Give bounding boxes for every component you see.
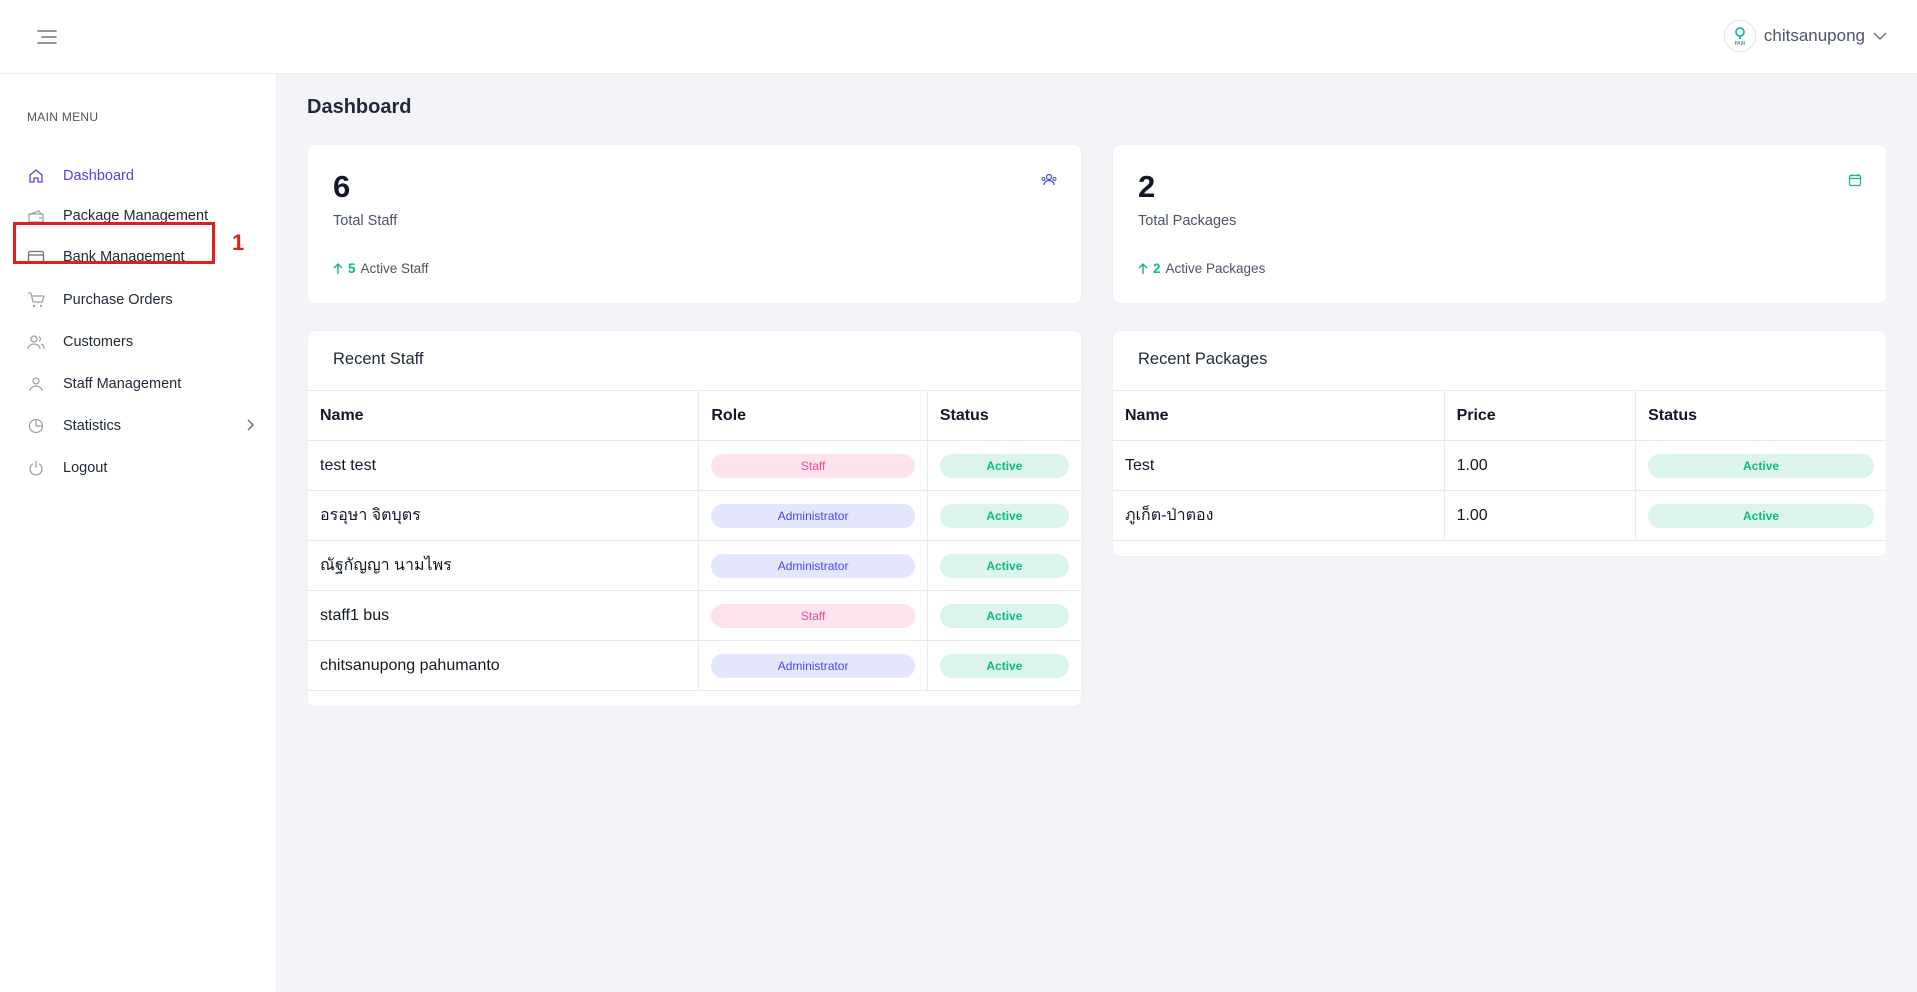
sidebar-item-label: Package Management	[63, 208, 209, 224]
recent-staff-table: Name Role Status test test Staff Active …	[308, 390, 1081, 691]
pie-chart-icon	[28, 418, 44, 434]
status-badge: Active	[939, 553, 1069, 578]
wallet-icon	[28, 210, 44, 223]
staff-name: staff1 bus	[308, 590, 699, 641]
column-header: Name	[308, 390, 699, 441]
chevron-down-icon[interactable]	[1873, 31, 1887, 41]
stat-active-label: Active Packages	[1165, 261, 1266, 276]
stat-value: 2	[1138, 169, 1156, 204]
recent-packages-table: Name Price Status Test 1.00 Active ภูเก็…	[1113, 390, 1886, 541]
stat-label: Total Packages	[1138, 213, 1237, 229]
column-header: Status	[1635, 390, 1886, 441]
column-header: Name	[1113, 390, 1445, 441]
home-icon	[29, 169, 43, 183]
status-badge: Active	[939, 603, 1069, 628]
menu-toggle-button[interactable]	[34, 24, 60, 50]
package-icon	[1848, 174, 1862, 187]
user-menu[interactable]: PAIR chitsanupong	[1723, 20, 1887, 52]
logo-text: PAIR	[1734, 41, 1746, 47]
sidebar-item-label: Customers	[63, 334, 134, 350]
cart-icon	[28, 292, 45, 308]
status-badge: Active	[939, 453, 1069, 478]
stat-footer: 5 Active Staff	[333, 261, 429, 276]
status-badge: Active	[939, 503, 1069, 528]
sidebar-item-staff-management[interactable]: Staff Management	[12, 366, 265, 402]
package-name: Test	[1113, 440, 1445, 491]
stat-card-packages: 2 Total Packages 2 Active Packages	[1112, 144, 1887, 304]
table-row: chitsanupong pahumanto Administrator Act…	[308, 640, 1081, 691]
package-name: ภูเก็ต-ป่าตอง	[1113, 490, 1445, 541]
user-icon	[29, 377, 43, 392]
column-header: Price	[1443, 390, 1636, 441]
card-title: Recent Packages	[1138, 350, 1268, 368]
column-header: Role	[698, 390, 928, 441]
stat-footer: 2 Active Packages	[1138, 261, 1265, 276]
users-icon	[27, 335, 45, 350]
username[interactable]: chitsanupong	[1763, 26, 1865, 45]
sidebar-item-label: Logout	[63, 460, 108, 476]
staff-name: ณัฐกัญญา นามไพร	[308, 540, 699, 591]
avatar[interactable]: PAIR	[1723, 20, 1756, 52]
arrow-up-icon	[333, 262, 343, 274]
table-header-row: Name Role Status	[308, 390, 1081, 441]
table-row: Test 1.00 Active	[1113, 440, 1886, 491]
column-header: Status	[926, 390, 1081, 441]
table-header-row: Name Price Status	[1113, 390, 1886, 441]
recent-packages-card: Recent Packages Name Price Status Test 1…	[1112, 330, 1887, 557]
table-row: test test Staff Active	[308, 440, 1081, 491]
stat-active-label: Active Staff	[360, 261, 429, 276]
table-row: ณัฐกัญญา นามไพร Administrator Active	[308, 540, 1081, 591]
sidebar-item-label: Statistics	[63, 418, 122, 434]
menu-heading: MAIN MENU	[27, 110, 99, 124]
chevron-right-icon[interactable]	[245, 418, 255, 432]
role-badge: Staff	[711, 453, 915, 478]
sidebar-item-statistics[interactable]: Statistics	[12, 408, 265, 444]
hamburger-icon	[37, 30, 57, 44]
status-badge: Active	[939, 653, 1069, 678]
package-price: 1.00	[1443, 440, 1636, 491]
staff-name: test test	[308, 440, 699, 491]
recent-staff-card: Recent Staff Name Role Status test test …	[307, 330, 1082, 707]
role-badge: Administrator	[711, 553, 915, 578]
annotation-label: 1	[232, 230, 245, 255]
stat-active-count: 5	[348, 261, 356, 276]
sidebar: MAIN MENU Dashboard Package Management B…	[0, 74, 277, 992]
role-badge: Administrator	[711, 653, 915, 678]
credit-card-icon	[27, 250, 45, 264]
logo-icon: PAIR	[1734, 27, 1746, 47]
status-badge: Active	[1648, 453, 1874, 478]
sidebar-item-label: Dashboard	[63, 168, 134, 184]
arrow-up-icon	[1138, 262, 1148, 274]
package-price: 1.00	[1443, 490, 1636, 541]
sidebar-item-logout[interactable]: Logout	[12, 450, 265, 486]
sidebar-item-dashboard[interactable]: Dashboard	[12, 158, 265, 194]
sidebar-item-purchase-orders[interactable]: Purchase Orders	[12, 282, 265, 318]
staff-name: อรอุษา จิตบุตร	[308, 490, 699, 541]
top-header: PAIR chitsanupong	[0, 0, 1917, 74]
sidebar-item-bank-management[interactable]: Bank Management	[12, 239, 265, 275]
power-icon	[29, 460, 43, 476]
role-badge: Administrator	[711, 503, 915, 528]
page-title: Dashboard	[307, 96, 412, 118]
table-row: อรอุษา จิตบุตร Administrator Active	[308, 490, 1081, 541]
table-row: ภูเก็ต-ป่าตอง 1.00 Active	[1113, 490, 1886, 541]
stat-value: 6	[333, 169, 351, 204]
sidebar-item-customers[interactable]: Customers	[12, 324, 265, 360]
sidebar-item-label: Purchase Orders	[63, 292, 173, 308]
card-title: Recent Staff	[333, 350, 424, 368]
stat-card-staff: 6 Total Staff 5 Active Staff	[307, 144, 1082, 304]
staff-name: chitsanupong pahumanto	[308, 640, 699, 691]
status-badge: Active	[1648, 503, 1874, 528]
sidebar-item-package-management[interactable]: Package Management	[12, 198, 265, 234]
stat-active-count: 2	[1153, 261, 1161, 276]
sidebar-item-label: Staff Management	[63, 376, 182, 392]
table-row: staff1 bus Staff Active	[308, 590, 1081, 641]
stat-label: Total Staff	[333, 213, 398, 229]
sidebar-item-label: Bank Management	[63, 249, 185, 265]
role-badge: Staff	[711, 603, 915, 628]
team-icon	[1041, 173, 1057, 186]
